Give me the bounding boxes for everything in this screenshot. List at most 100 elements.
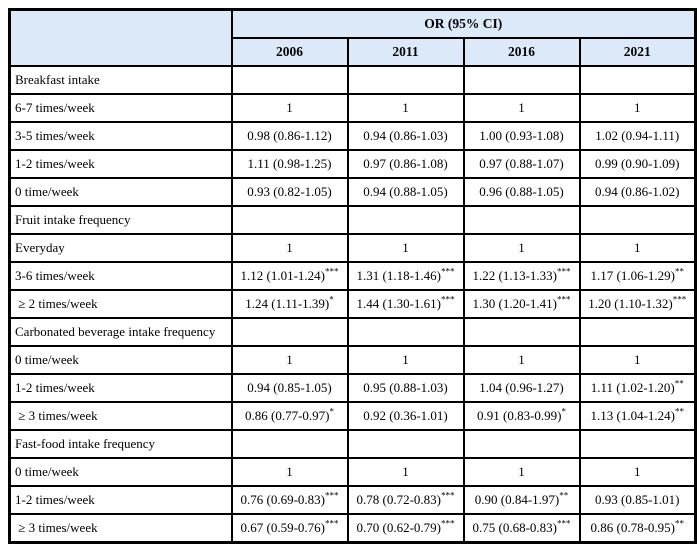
or-value-cell: 1 (578, 345, 697, 375)
or-value-cell: 0.90 (0.84-1.97)** (462, 485, 581, 515)
or-value: 1 (518, 99, 525, 115)
or-value-cell: 1 (462, 93, 581, 123)
or-value: 1 (518, 351, 525, 367)
or-value: 1 (286, 351, 293, 367)
or-value: 0.97 (0.86-1.08) (363, 155, 448, 171)
section-row: Fast-food intake frequency (8, 429, 697, 459)
section-label: Breakfast intake (8, 65, 233, 95)
or-value: 1 (518, 239, 525, 255)
or-value: 0.99 (0.90-1.09) (595, 155, 680, 171)
or-value-cell: 0.99 (0.90-1.09) (578, 149, 697, 179)
or-value: 0.95 (0.88-1.03) (363, 379, 448, 395)
or-value-cell: 0.96 (0.88-1.05) (462, 177, 581, 207)
or-value-cell: 1.30 (1.20-1.41)*** (462, 289, 581, 319)
row-label: 1-2 times/week (8, 149, 233, 179)
or-value-cell (578, 429, 697, 459)
section-label: Carbonated beverage intake frequency (8, 317, 233, 347)
or-value-cell: 0.78 (0.72-0.83)*** (346, 485, 465, 515)
or-value-cell: 1.02 (0.94-1.11) (578, 121, 697, 151)
or-value-cell: 0.86 (0.78-0.95)** (578, 513, 697, 544)
or-value: 1.00 (0.93-1.08) (479, 127, 564, 143)
or-value-cell: 1.31 (1.18-1.46)*** (346, 261, 465, 291)
significance-stars: *** (441, 266, 455, 277)
or-value: 1.44 (1.30-1.61) (356, 295, 442, 311)
significance-stars: * (329, 294, 334, 305)
or-value: 0.94 (0.86-1.03) (363, 127, 448, 143)
or-value-cell: 0.76 (0.69-0.83)*** (230, 485, 349, 515)
or-value: 0.92 (0.36-1.01) (363, 407, 448, 423)
significance-stars: *** (557, 294, 571, 305)
year-header-2021: 2021 (578, 37, 697, 67)
significance-stars: *** (441, 294, 455, 305)
or-table-container: OR (95% CI) 2006 2011 2016 2021 Breakfas… (8, 8, 697, 544)
data-row: ≥ 3 times/week 0.86 (0.77-0.97)* 0.92 (0.3… (8, 401, 697, 431)
data-row: 3-6 times/week 1.12 (1.01-1.24)*** 1.31 (1… (8, 261, 697, 291)
significance-stars: ** (675, 406, 684, 417)
or-value: 1 (286, 99, 293, 115)
or-value-cell: 0.97 (0.86-1.08) (346, 149, 465, 179)
or-value: 1.11 (0.98-1.25) (247, 155, 332, 171)
or-value-cell (230, 65, 349, 95)
data-row: 3-5 times/week 0.98 (0.86-1.12) 0.94 (0.86… (8, 121, 697, 151)
or-value: 0.94 (0.85-1.05) (247, 379, 332, 395)
or-value-cell (578, 65, 697, 95)
or-value-cell: 0.91 (0.83-0.99)* (462, 401, 581, 431)
or-value: 1.24 (1.11-1.39) (245, 295, 330, 311)
or-value-cell: 0.97 (0.88-1.07) (462, 149, 581, 179)
or-value: 1 (634, 239, 641, 255)
or-value: 0.86 (0.78-0.95) (590, 519, 676, 535)
or-value-cell: 1 (346, 457, 465, 487)
or-value-cell: 0.98 (0.86-1.12) (230, 121, 349, 151)
or-value-cell: 1 (230, 93, 349, 123)
or-value-cell: 0.67 (0.59-0.76)*** (230, 513, 349, 544)
or-value-cell: 0.75 (0.68-0.83)*** (462, 513, 581, 544)
row-label: 3-6 times/week (8, 261, 233, 291)
or-value: 0.94 (0.86-1.02) (595, 183, 680, 199)
table-body: Breakfast intake 6-7 times/week 1 1 1 1 3-5 ti… (8, 65, 697, 544)
or-value: 1.30 (1.20-1.41) (472, 295, 558, 311)
or-value-cell: 1.11 (1.02-1.20)** (578, 373, 697, 403)
row-label: ≥ 2 times/week (8, 289, 233, 319)
or-value-cell: 1.11 (0.98-1.25) (230, 149, 349, 179)
or-value-cell: 1 (230, 233, 349, 263)
table-header: OR (95% CI) 2006 2011 2016 2021 (8, 8, 697, 67)
or-value-cell: 0.92 (0.36-1.01) (346, 401, 465, 431)
or-value: 1.13 (1.04-1.24) (590, 407, 676, 423)
corner-cell (8, 8, 233, 67)
or-value: 1 (634, 351, 641, 367)
or-value-cell (230, 429, 349, 459)
or-value-cell: 0.94 (0.86-1.02) (578, 177, 697, 207)
or-value: 1.31 (1.18-1.46) (356, 267, 442, 283)
or-value-cell: 0.93 (0.85-1.01) (578, 485, 697, 515)
or-value-cell (578, 317, 697, 347)
or-value-cell: 1 (230, 345, 349, 375)
or-value-cell (346, 205, 465, 235)
or-value-cell: 1.00 (0.93-1.08) (462, 121, 581, 151)
or-results-table: OR (95% CI) 2006 2011 2016 2021 Breakfas… (8, 8, 697, 544)
or-value: 0.94 (0.88-1.05) (363, 183, 448, 199)
data-row: 1-2 times/week 0.94 (0.85-1.05) 0.95 (0.88… (8, 373, 697, 403)
or-value-cell (578, 205, 697, 235)
section-row: Carbonated beverage intake frequency (8, 317, 697, 347)
or-value-cell: 1.20 (1.10-1.32)*** (578, 289, 697, 319)
or-value-cell: 1.13 (1.04-1.24)** (578, 401, 697, 431)
significance-stars: ** (674, 378, 684, 389)
significance-stars: *** (557, 266, 571, 277)
or-value-cell (462, 205, 581, 235)
significance-stars: ** (559, 490, 569, 501)
or-value-cell: 1 (346, 233, 465, 263)
or-value-cell: 1 (578, 93, 697, 123)
section-label: Fruit intake frequency (8, 205, 233, 235)
or-value: 1 (286, 463, 293, 479)
or-value-cell: 1.12 (1.01-1.24)*** (230, 261, 349, 291)
significance-stars: * (329, 406, 335, 417)
or-value: 1.12 (1.01-1.24) (240, 267, 326, 283)
row-label: 3-5 times/week (8, 121, 233, 151)
or-value: 1 (402, 351, 409, 367)
row-label: 0 time/week (8, 345, 233, 375)
or-value: 0.90 (0.84-1.97) (474, 491, 560, 507)
or-value-cell (462, 317, 581, 347)
or-value-cell (346, 65, 465, 95)
or-value: 1.17 (1.06-1.29) (590, 267, 676, 283)
data-row: 0 time/week 1 1 1 1 (8, 457, 697, 487)
